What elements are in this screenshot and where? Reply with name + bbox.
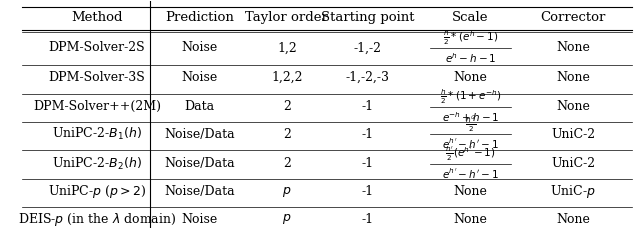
Text: $e^{h}-h-1$: $e^{h}-h-1$ <box>445 51 496 65</box>
Text: Starting point: Starting point <box>321 11 415 24</box>
Text: None: None <box>454 71 488 84</box>
Text: $\frac{h}{2}*(e^{h}-1)$: $\frac{h}{2}*(e^{h}-1)$ <box>443 28 498 47</box>
Text: Noise/Data: Noise/Data <box>164 185 235 198</box>
Text: $\frac{h^{\prime 2}}{2}$: $\frac{h^{\prime 2}}{2}$ <box>465 114 477 134</box>
Text: Noise: Noise <box>182 213 218 226</box>
Text: $e^{h'}-h'-1$: $e^{h'}-h'-1$ <box>442 167 499 181</box>
Text: Method: Method <box>71 11 123 24</box>
Text: Scale: Scale <box>452 11 489 24</box>
Text: Prediction: Prediction <box>165 11 234 24</box>
Text: -1,-2,-3: -1,-2,-3 <box>346 71 390 84</box>
Text: DPM-Solver++(2M): DPM-Solver++(2M) <box>33 100 161 113</box>
Text: Noise: Noise <box>182 41 218 54</box>
Text: -1: -1 <box>362 128 374 141</box>
Text: Noise/Data: Noise/Data <box>164 128 235 141</box>
Text: 2: 2 <box>283 128 291 141</box>
Text: None: None <box>556 71 590 84</box>
Text: 1,2: 1,2 <box>277 41 297 54</box>
Text: UniPC-2-$B_2(h)$: UniPC-2-$B_2(h)$ <box>52 155 142 172</box>
Text: DEIS-$p$ (in the $\lambda$ domain): DEIS-$p$ (in the $\lambda$ domain) <box>18 211 176 228</box>
Text: UniC-$p$: UniC-$p$ <box>550 183 596 201</box>
Text: 2: 2 <box>283 157 291 170</box>
Text: UniC-2: UniC-2 <box>551 157 595 170</box>
Text: None: None <box>556 100 590 113</box>
Text: UniPC-2-$B_1(h)$: UniPC-2-$B_1(h)$ <box>52 126 142 142</box>
Text: 1,2,2: 1,2,2 <box>271 71 303 84</box>
Text: Data: Data <box>185 100 215 113</box>
Text: -1: -1 <box>362 213 374 226</box>
Text: DPM-Solver-2S: DPM-Solver-2S <box>49 41 145 54</box>
Text: Taylor order: Taylor order <box>245 11 328 24</box>
Text: None: None <box>454 185 488 198</box>
Text: $\frac{h}{2}*(1+e^{-h})$: $\frac{h}{2}*(1+e^{-h})$ <box>440 87 501 106</box>
Text: $\frac{h'}{2}(e^{h'}-1)$: $\frac{h'}{2}(e^{h'}-1)$ <box>445 144 496 163</box>
Text: UniPC-$p$ ($p>2$): UniPC-$p$ ($p>2$) <box>47 183 147 201</box>
Text: Corrector: Corrector <box>541 11 606 24</box>
Text: UniC-2: UniC-2 <box>551 128 595 141</box>
Text: Noise/Data: Noise/Data <box>164 157 235 170</box>
Text: -1,-2: -1,-2 <box>354 41 382 54</box>
Text: $p$: $p$ <box>282 185 292 199</box>
Text: Noise: Noise <box>182 71 218 84</box>
Text: $e^{h'}-h'-1$: $e^{h'}-h'-1$ <box>442 137 499 151</box>
Text: -1: -1 <box>362 157 374 170</box>
Text: -1: -1 <box>362 185 374 198</box>
Text: None: None <box>556 213 590 226</box>
Text: -1: -1 <box>362 100 374 113</box>
Text: DPM-Solver-3S: DPM-Solver-3S <box>49 71 145 84</box>
Text: None: None <box>556 41 590 54</box>
Text: $e^{-h}+h-1$: $e^{-h}+h-1$ <box>442 110 499 124</box>
Text: None: None <box>454 213 488 226</box>
Text: 2: 2 <box>283 100 291 113</box>
Text: $p$: $p$ <box>282 212 292 226</box>
